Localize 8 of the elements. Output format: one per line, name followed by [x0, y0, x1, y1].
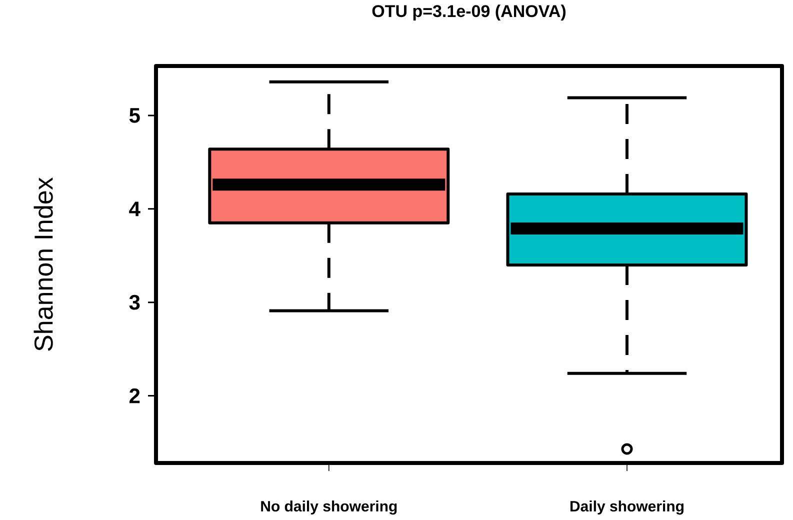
- chart-title: OTU p=3.1e-09 (ANOVA): [372, 4, 566, 20]
- x-tick-label: No daily showering: [261, 500, 397, 515]
- x-tick-label: Daily showering: [570, 500, 684, 515]
- y-tick-label: 4: [129, 202, 140, 216]
- y-tick-label: 2: [130, 388, 140, 404]
- y-tick-label: 5: [129, 108, 140, 123]
- y-tick-label: 3: [129, 294, 140, 310]
- y-axis-title: Shannon Index: [34, 177, 53, 351]
